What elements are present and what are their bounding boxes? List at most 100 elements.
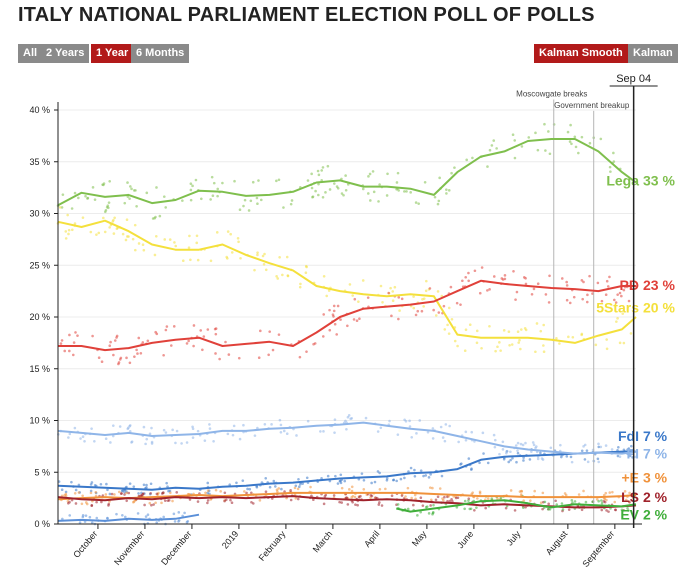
poll-dot: [104, 493, 108, 496]
poll-dot: [532, 443, 536, 447]
poll-dot: [58, 206, 62, 209]
poll-dot: [620, 508, 624, 512]
poll-dot: [227, 353, 231, 356]
poll-dot: [467, 279, 470, 283]
poll-dot: [447, 189, 451, 192]
poll-dot: [142, 483, 146, 487]
poll-dot: [113, 493, 116, 496]
poll-dot: [530, 292, 534, 296]
poll-dot: [355, 319, 359, 322]
poll-dot: [540, 457, 544, 460]
poll-dot: [616, 317, 619, 320]
poll-dot: [107, 504, 110, 507]
poll-dot: [165, 481, 168, 485]
poll-dot: [174, 441, 177, 445]
poll-dot: [536, 457, 540, 461]
poll-dot: [627, 447, 631, 450]
poll-dot: [431, 486, 434, 490]
poll-dot: [67, 228, 71, 232]
poll-dot: [68, 349, 71, 353]
poll-dot: [148, 432, 152, 436]
current-date-label: Sep 04: [616, 73, 651, 85]
range-all-button[interactable]: All: [18, 44, 43, 63]
poll-dot: [535, 445, 538, 448]
poll-dot: [353, 297, 357, 301]
poll-dot: [544, 149, 547, 152]
poll-dot: [376, 470, 380, 473]
series-line-pd: [58, 279, 636, 352]
poll-dot: [317, 182, 320, 186]
poll-dot: [481, 431, 485, 435]
poll-dot: [543, 500, 547, 504]
poll-dot: [259, 329, 262, 333]
poll-dot: [81, 216, 85, 219]
poll-dot: [223, 499, 226, 503]
poll-dot: [412, 503, 415, 507]
poll-dot: [175, 429, 179, 433]
poll-dot: [520, 328, 523, 331]
poll-dot: [77, 491, 81, 494]
poll-dot: [594, 343, 598, 347]
end-label-name: Lega: [606, 172, 639, 188]
poll-dot: [108, 344, 112, 348]
poll-dot: [185, 441, 189, 444]
poll-dot: [428, 287, 432, 290]
poll-dot: [429, 473, 432, 476]
poll-dot: [400, 297, 404, 301]
poll-dot: [242, 423, 245, 427]
poll-dot: [580, 332, 584, 336]
poll-dot: [100, 500, 103, 504]
poll-dot: [274, 485, 277, 488]
poll-dot: [628, 454, 632, 458]
kalman-smooth-button[interactable]: Kalman Smooth: [534, 44, 628, 63]
y-tick-label: 40 %: [29, 105, 50, 115]
poll-dot: [461, 279, 464, 283]
poll-dot: [569, 455, 573, 459]
poll-dot: [72, 341, 76, 344]
poll-dot: [322, 313, 326, 316]
range-2-years-button[interactable]: 2 Years: [41, 44, 90, 63]
poll-dot: [202, 335, 206, 338]
poll-dot: [166, 499, 170, 502]
poll-dot: [84, 501, 88, 504]
y-tick-label: 30 %: [29, 209, 50, 219]
poll-dot: [421, 504, 425, 507]
poll-dot: [431, 437, 435, 440]
poll-dot: [412, 306, 416, 310]
poll-dot: [256, 202, 259, 206]
event-label: Moscowgate breaks: [516, 90, 587, 99]
current-date-marker: Sep 04: [609, 73, 658, 528]
poll-dot: [268, 330, 272, 333]
series-lines: [57, 138, 637, 522]
poll-dot: [509, 489, 513, 492]
poll-dot: [109, 441, 112, 444]
x-tick-label: August: [544, 528, 570, 556]
series-line-5stars: [57, 219, 637, 344]
poll-dot: [327, 289, 331, 292]
poll-dot: [104, 208, 108, 212]
poll-dot: [582, 489, 585, 493]
poll-dot: [226, 432, 230, 436]
poll-dot: [507, 460, 511, 464]
range-6-months-button[interactable]: 6 Months: [131, 44, 190, 63]
x-tick-label: June: [455, 529, 475, 550]
poll-dot: [515, 460, 518, 464]
poll-dot: [326, 164, 330, 168]
poll-dot: [214, 327, 218, 330]
poll-dot: [121, 232, 125, 236]
poll-dot: [378, 183, 381, 186]
poll-dot: [123, 490, 126, 494]
poll-dot: [450, 317, 454, 321]
poll-dot: [470, 467, 473, 471]
range-1-year-button[interactable]: 1 Year: [91, 44, 134, 63]
poll-dot: [488, 324, 491, 328]
poll-dot: [603, 500, 607, 504]
poll-dot: [503, 277, 507, 281]
poll-dot: [67, 436, 70, 439]
kalman-button[interactable]: Kalman: [628, 44, 678, 63]
poll-dot: [256, 426, 259, 430]
poll-dot: [333, 182, 336, 185]
y-tick-label: 35 %: [29, 157, 50, 167]
poll-dot: [196, 500, 200, 503]
poll-dot: [499, 349, 502, 352]
